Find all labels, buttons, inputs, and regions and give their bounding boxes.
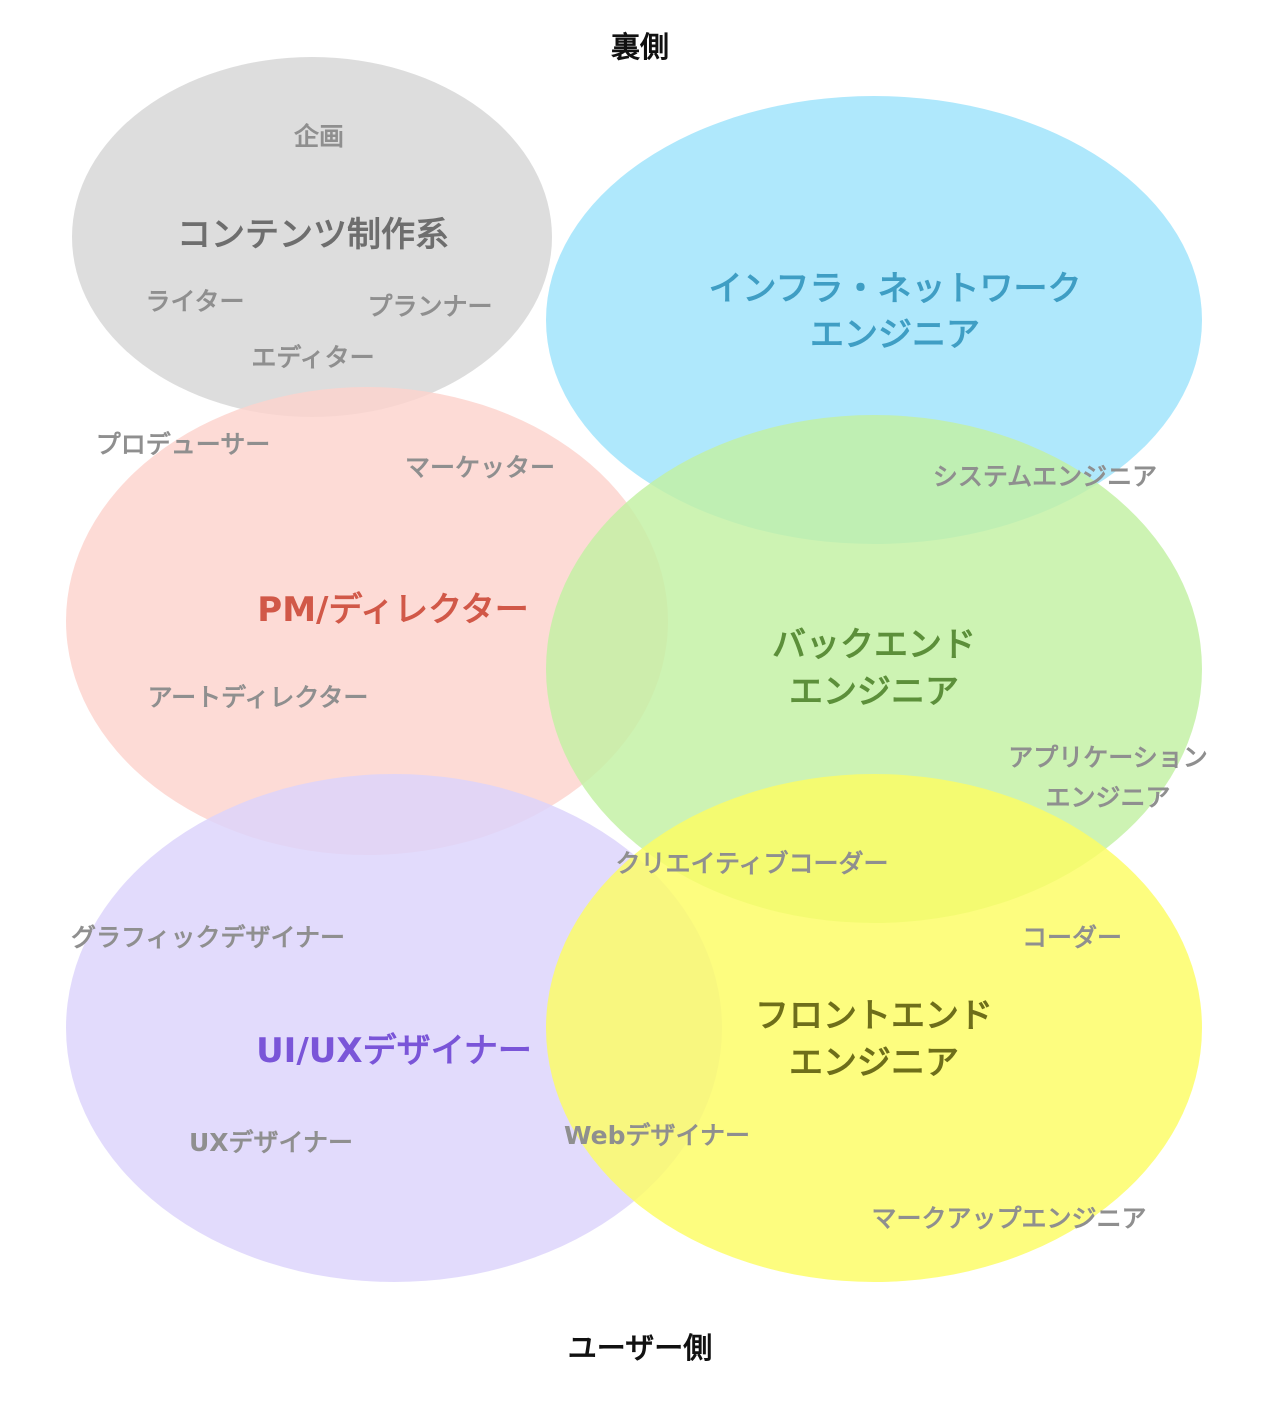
infra-ellipse [546, 96, 1202, 544]
role-writer: ライター [145, 287, 244, 316]
role-marketer: マーケッター [405, 453, 555, 482]
content-title: コンテンツ制作系 [177, 215, 449, 255]
role-planner: プランナー [367, 292, 492, 321]
role-creative-coder: クリエイティブコーダー [615, 849, 888, 878]
backend-title-line1: バックエンド [772, 625, 976, 665]
role-coder: コーダー [1022, 923, 1122, 952]
role-markup-engineer: マークアップエンジニア [871, 1204, 1146, 1233]
uiux-title: UI/UXデザイナー [256, 1031, 532, 1071]
backend-title-line2: エンジニア [789, 672, 959, 712]
role-art-director: アートディレクター [148, 683, 369, 712]
role-graphic-designer: グラフィックデザイナー [71, 923, 345, 952]
role-kikaku: 企画 [294, 122, 344, 151]
frontend-title-line2: エンジニア [789, 1043, 959, 1083]
frontend-ellipse [546, 774, 1202, 1282]
pm-title: PM/ディレクター [257, 590, 528, 630]
role-editor: エディター [251, 343, 374, 372]
axis-top-label: 裏側 [611, 30, 669, 64]
role-system-engineer: システムエンジニア [933, 462, 1157, 491]
pm-ellipse [66, 387, 668, 855]
role-application-line2: エンジニア [1045, 783, 1170, 812]
backend-ellipse [546, 415, 1202, 923]
infra-title-line1: インフラ・ネットワーク [709, 269, 1082, 309]
infra-title-line2: エンジニア [810, 315, 980, 355]
uiux-ellipse [66, 774, 722, 1282]
axis-bottom-label: ユーザー側 [568, 1331, 712, 1365]
role-application-line1: アプリケーション [1008, 743, 1208, 772]
frontend-title-line1: フロントエンド [755, 996, 993, 1036]
role-producer: プロデューサー [96, 430, 271, 459]
role-web-designer: Webデザイナー [564, 1121, 750, 1150]
role-ux-designer: UXデザイナー [189, 1128, 353, 1157]
ellipses [66, 57, 1202, 1282]
content-ellipse [72, 57, 552, 417]
